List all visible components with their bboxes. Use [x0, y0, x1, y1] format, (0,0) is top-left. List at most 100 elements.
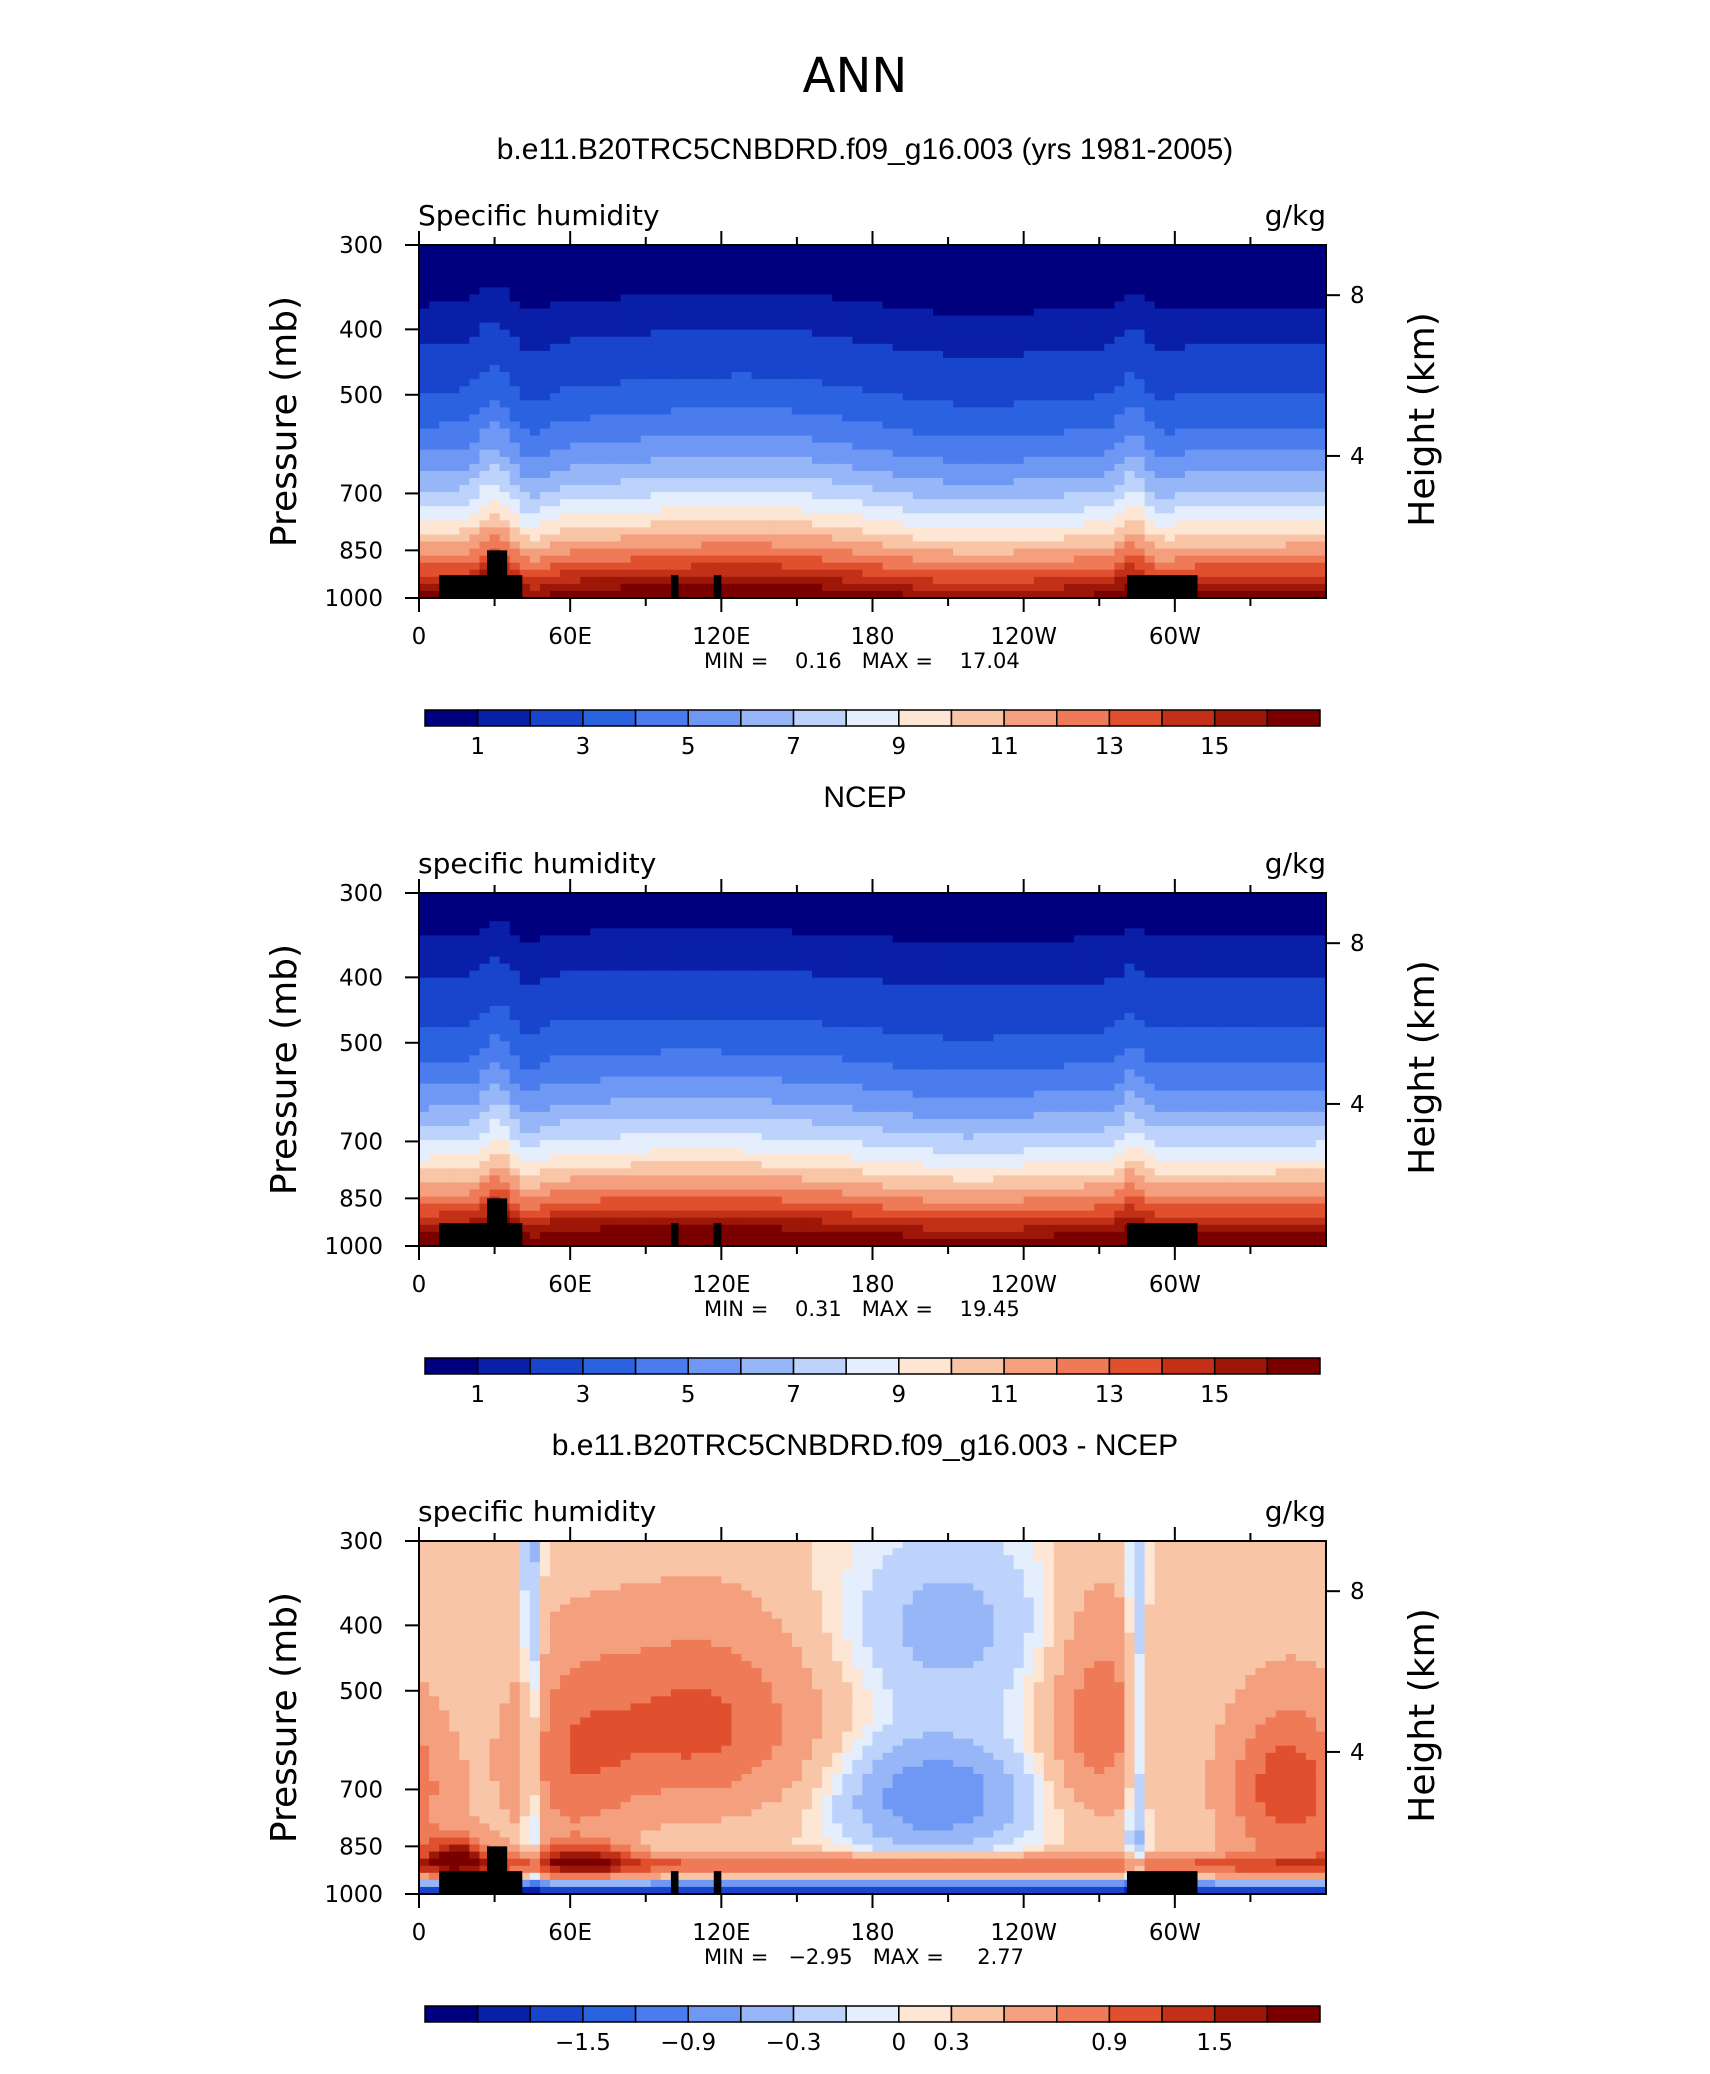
field-cell [691, 393, 702, 401]
field-cell [1155, 549, 1166, 557]
field-cell [741, 900, 752, 908]
field-cell [1195, 245, 1206, 253]
field-cell [459, 513, 470, 521]
field-cell [1064, 450, 1075, 458]
field-cell [651, 393, 662, 401]
field-cell [711, 478, 722, 486]
field-cell [500, 542, 511, 550]
field-cell [741, 337, 752, 345]
field-cell [1175, 379, 1186, 387]
field-cell [429, 407, 440, 415]
field-cell [1155, 266, 1166, 274]
field-cell [762, 337, 773, 345]
field-cell [1024, 478, 1035, 486]
field-cell [772, 259, 783, 267]
field-cell [530, 266, 541, 274]
field-cell [1004, 471, 1015, 479]
field-cell [641, 542, 652, 550]
field-cell [832, 393, 843, 401]
field-cell [903, 577, 914, 585]
field-cell [550, 407, 561, 415]
field-cell [883, 429, 894, 437]
field-cell [832, 443, 843, 451]
panel-2: NCEPspecific humidity g/kg0 60E 120E 180 120W… [264, 781, 1443, 1408]
field-cell [802, 893, 813, 901]
field-cell [641, 457, 652, 465]
field-cell [590, 499, 601, 507]
field-cell [1245, 577, 1256, 585]
field-cell [1235, 330, 1246, 338]
field-cell [500, 400, 511, 408]
field-cell [1034, 386, 1045, 394]
field-cell [993, 499, 1004, 507]
field-cell [963, 316, 974, 324]
field-cell [439, 520, 450, 528]
field-cell [1255, 570, 1266, 578]
field-cell [1215, 513, 1226, 521]
field-cell [610, 323, 621, 331]
field-cell [1094, 907, 1105, 915]
field-cell [1185, 450, 1196, 458]
field-cell [1084, 506, 1095, 514]
field-cell [772, 907, 783, 915]
field-cell [721, 893, 732, 901]
field-cell [943, 478, 954, 486]
field-cell [1114, 506, 1125, 514]
field-cell [1094, 414, 1105, 422]
field-cell [1306, 584, 1317, 592]
field-cell [963, 400, 974, 408]
field-cell [540, 900, 551, 908]
field-cell [893, 907, 904, 915]
field-cell [681, 577, 692, 585]
field-cell [1124, 245, 1135, 253]
field-cell [913, 259, 924, 267]
field-cell [1276, 499, 1287, 507]
field-cell [842, 252, 853, 260]
field-cell [681, 542, 692, 550]
field-cell [520, 393, 531, 401]
field-cell [530, 400, 541, 408]
field-cell [1024, 492, 1035, 500]
field-cell [1034, 245, 1045, 253]
field-cell [752, 542, 763, 550]
field-cell [459, 358, 470, 366]
field-cell [1245, 294, 1256, 302]
field-cell [762, 316, 773, 324]
field-cell [752, 577, 763, 585]
field-cell [993, 252, 1004, 260]
field-cell [439, 513, 450, 521]
field-cell [963, 407, 974, 415]
field-cell [1205, 379, 1216, 387]
field-cell [1185, 492, 1196, 500]
field-cell [883, 294, 894, 302]
field-cell [741, 273, 752, 281]
field-cell [741, 266, 752, 274]
field-cell [1165, 499, 1176, 507]
field-cell [419, 506, 430, 514]
field-cell [1195, 414, 1206, 422]
field-cell [1104, 914, 1115, 922]
field-cell [1024, 344, 1035, 352]
field-cell [1135, 563, 1146, 571]
field-cell [671, 386, 682, 394]
field-cell [933, 542, 944, 550]
field-cell [883, 584, 894, 592]
field-cell [873, 273, 884, 281]
field-cell [852, 584, 863, 592]
field-cell [782, 273, 793, 281]
field-cell [429, 900, 440, 908]
field-cell [943, 393, 954, 401]
field-cell [832, 316, 843, 324]
field-cell [1316, 323, 1327, 331]
field-cell [469, 386, 480, 394]
field-cell [530, 259, 541, 267]
field-cell [671, 309, 682, 317]
field-cell [1094, 520, 1105, 528]
field-cell [469, 407, 480, 415]
field-cell [832, 527, 843, 535]
field-cell [490, 436, 501, 444]
field-cell [1145, 309, 1156, 317]
field-cell [782, 330, 793, 338]
field-cell [1004, 549, 1015, 557]
field-cell [1054, 309, 1065, 317]
